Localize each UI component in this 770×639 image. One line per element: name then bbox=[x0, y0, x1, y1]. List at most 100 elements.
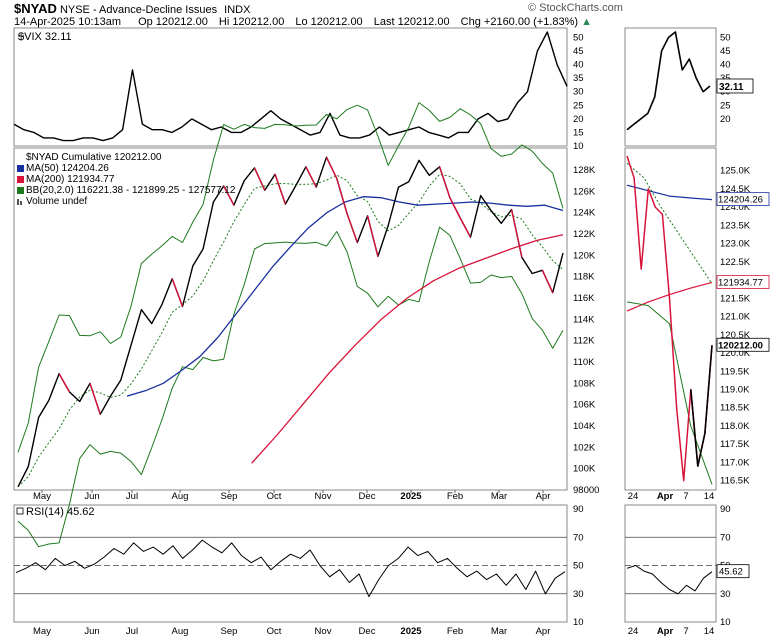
rsi-zoom-tick-label: 30 bbox=[720, 589, 731, 600]
ma200-badge-text: 121934.77 bbox=[718, 277, 763, 288]
main-tick-label: 112K bbox=[573, 336, 595, 347]
main-zoom-tick-label: 123.0K bbox=[720, 239, 751, 250]
ma50-line bbox=[126, 196, 564, 397]
up-arrow-icon: ▲ bbox=[581, 16, 593, 28]
nyad-down-segment bbox=[541, 269, 554, 293]
change-value: Chg +2160.00 (+1.83%) bbox=[460, 16, 579, 28]
nyad-down-segment bbox=[223, 185, 235, 206]
x-axis-label: Feb bbox=[447, 491, 463, 502]
zoom-x-axis-label-bottom: Apr bbox=[657, 626, 674, 637]
main-tick-label: 116K bbox=[573, 293, 595, 304]
main-tick-label: 100K bbox=[573, 464, 596, 475]
rsi-legend-marker bbox=[16, 507, 24, 515]
x-axis-label-bottom: 2025 bbox=[400, 626, 422, 637]
main-zoom-tick-label: 118.0K bbox=[720, 421, 750, 432]
exchange-type: INDX bbox=[224, 4, 251, 16]
main-zoom-tick-label: 120.5K bbox=[720, 330, 751, 341]
ma200-badge-box bbox=[716, 275, 770, 289]
nyad-down-segment bbox=[510, 209, 523, 258]
x-axis-label: Sep bbox=[221, 491, 238, 502]
vix-zoom-tick-label: 25 bbox=[720, 100, 731, 111]
rsi-tick-label: 90 bbox=[573, 504, 584, 515]
x-axis-label: Jun bbox=[84, 491, 99, 502]
main-tick-label: 128K bbox=[573, 165, 596, 176]
rsi-legend: RSI(14) 45.62 bbox=[26, 506, 94, 518]
source-credit: © StockCharts.com bbox=[528, 2, 623, 14]
rsi-last-badge-box bbox=[716, 564, 750, 579]
x-axis-label-bottom: May bbox=[33, 626, 51, 637]
last-price-badge-box bbox=[716, 337, 770, 352]
rsi-panel-frame bbox=[13, 504, 568, 623]
main-zoom-tick-label: 120.0K bbox=[720, 348, 751, 359]
x-axis-label-bottom: Oct bbox=[267, 626, 282, 637]
main-zoom-tick-label: 124.0K bbox=[720, 202, 751, 213]
main-zoom-tick-label: 119.5K bbox=[720, 366, 750, 377]
main-legend-entry: Volume undef bbox=[26, 196, 87, 207]
nyad-down-segment bbox=[305, 166, 317, 188]
main-tick-label: 122K bbox=[573, 229, 596, 240]
main-zoom-tick-label: 125.0K bbox=[720, 166, 751, 177]
vix-zoom-tick-label: 45 bbox=[720, 46, 731, 57]
x-axis-label: Jul bbox=[126, 491, 138, 502]
main-zoom-tick-label: 119.0K bbox=[720, 384, 750, 395]
bb-middle-band bbox=[17, 173, 564, 488]
main-tick-label: 102K bbox=[573, 442, 596, 453]
x-axis-label-bottom: Nov bbox=[315, 626, 332, 637]
high-value: Hi 120212.00 bbox=[218, 16, 285, 28]
ma50-zoom-line bbox=[626, 184, 713, 201]
x-axis-label: Apr bbox=[536, 491, 551, 502]
vix-last-badge-text: 32.11 bbox=[719, 82, 744, 93]
x-axis-label: 2025 bbox=[400, 491, 422, 502]
vix-zoom-line bbox=[626, 31, 711, 131]
vix-zoom-tick-label: 50 bbox=[720, 32, 731, 43]
main-tick-label: 104K bbox=[573, 421, 596, 432]
main-tick-label: 110K bbox=[573, 357, 595, 368]
last-price-badge: 120212.00 bbox=[716, 337, 770, 352]
rsi-zoom-panel-frame bbox=[624, 504, 717, 623]
legend-swatch bbox=[17, 187, 24, 194]
vix-tick-label: 10 bbox=[573, 141, 584, 152]
x-axis-label-bottom: Sep bbox=[221, 626, 238, 637]
main-zoom-tick-label: 121.0K bbox=[720, 312, 751, 323]
main-zoom-tick-label: 122.5K bbox=[720, 257, 751, 268]
main-legend-entry: MA(50) 124204.26 bbox=[26, 163, 109, 174]
main-tick-label: 126K bbox=[573, 186, 596, 197]
vix-zoom-tick-label: 20 bbox=[720, 114, 731, 125]
zoom-x-axis-label-bottom: 14 bbox=[704, 626, 715, 637]
bb-lower-band bbox=[17, 226, 564, 548]
bb-upper-band bbox=[17, 102, 564, 453]
x-axis-label: Aug bbox=[172, 491, 189, 502]
nyad-down-segment bbox=[336, 178, 348, 214]
ma50-badge-box bbox=[716, 192, 770, 207]
rsi-last-badge-text: 45.62 bbox=[719, 567, 743, 578]
vix-last-badge-box bbox=[716, 78, 754, 94]
rsi-last-badge bbox=[716, 564, 750, 579]
nyad-zoom-price-line bbox=[690, 345, 713, 467]
x-axis-label-bottom: Jul bbox=[126, 626, 138, 637]
rsi-zoom-tick-label: 70 bbox=[720, 532, 731, 543]
nyad-zoom-down-line bbox=[626, 155, 713, 482]
nyad-down-segment bbox=[346, 213, 358, 243]
bb-lower-zoom-line bbox=[626, 301, 713, 485]
ma200-badge: 121934.77 bbox=[716, 275, 770, 289]
rsi-zoom-line bbox=[626, 565, 713, 595]
main-zoom-tick-label: 117.5K bbox=[720, 439, 750, 450]
rsi-zoom-tick-label: 10 bbox=[720, 617, 731, 628]
rsi-tick-label: 50 bbox=[573, 561, 584, 572]
main-tick-label: 114K bbox=[573, 314, 595, 325]
legend-swatch bbox=[17, 176, 24, 183]
main-zoom-tick-label: 116.5K bbox=[720, 476, 750, 487]
bb-middle-zoom-line bbox=[626, 162, 713, 284]
legend-volume-icon bbox=[17, 199, 19, 205]
vix-tick-label: 35 bbox=[573, 73, 584, 84]
main-panel-frame bbox=[13, 147, 568, 491]
legend-volume-icon bbox=[20, 201, 22, 205]
nyad-down-segment bbox=[171, 278, 184, 307]
nyad-down-segment bbox=[325, 156, 338, 179]
nyad-down-segment bbox=[58, 373, 71, 393]
open-value: Op 120212.00 bbox=[138, 16, 208, 28]
x-axis-label-bottom: Mar bbox=[491, 626, 507, 637]
main-tick-label: 118K bbox=[573, 272, 595, 283]
nyad-down-segment bbox=[253, 167, 266, 191]
vix-zoom-tick-label: 40 bbox=[720, 60, 731, 71]
